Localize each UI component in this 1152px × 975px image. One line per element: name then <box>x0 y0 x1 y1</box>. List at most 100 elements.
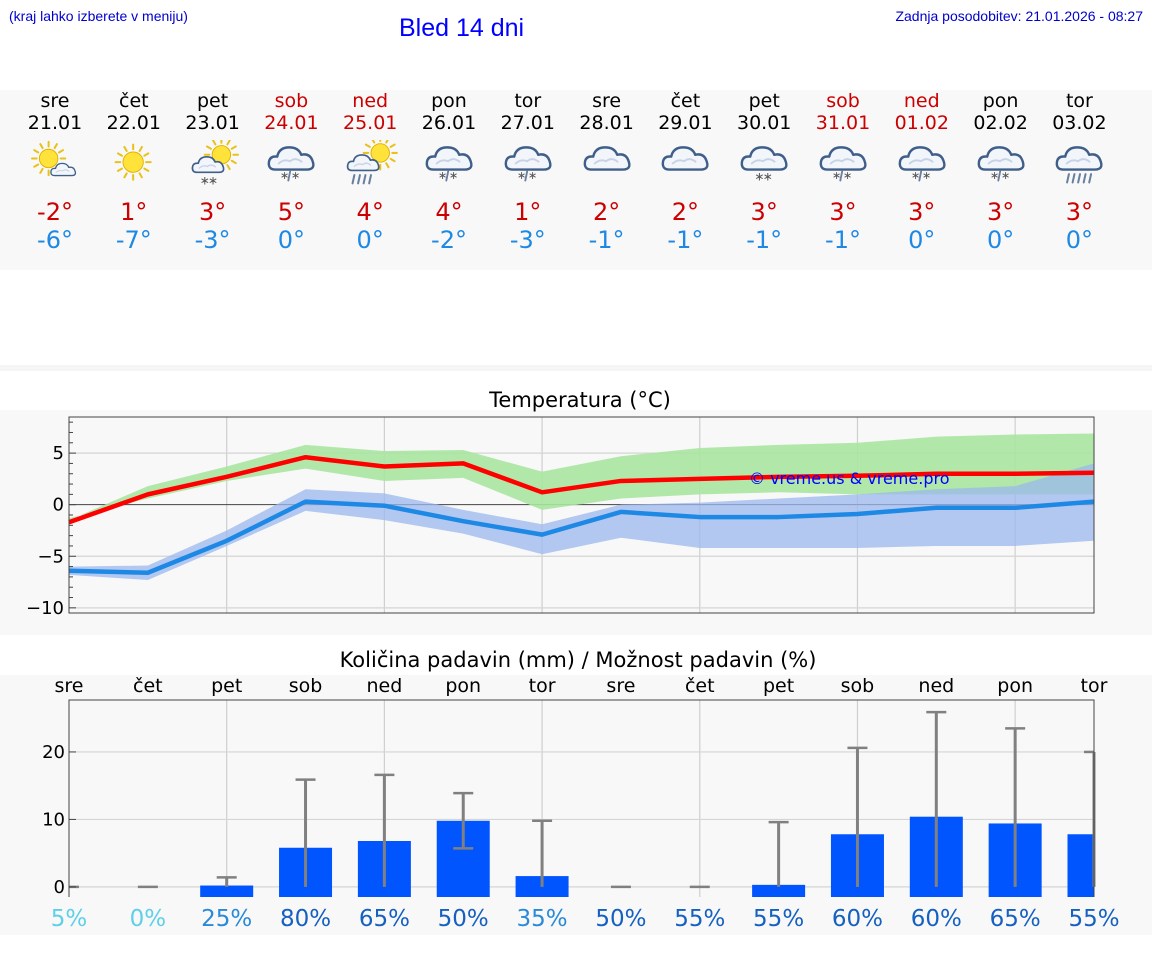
y-tick-label: 5 <box>53 443 64 464</box>
max-temperature: 3° <box>750 198 778 226</box>
max-temperature: 3° <box>829 198 857 226</box>
day-date: 27.01 <box>500 112 555 134</box>
cloud-sleet-icon: ∗ ∗ <box>977 146 1025 182</box>
max-temperature: -2° <box>37 198 73 226</box>
max-temperature: 3° <box>1065 198 1094 226</box>
min-temperature: -6° <box>37 226 73 254</box>
day-name: sob <box>826 90 860 112</box>
temperature-chart: 5 0 −5 −10 © vreme.us & vreme.pro <box>26 416 1095 619</box>
day-name: sre <box>592 90 622 112</box>
precipitation-probability: 55% <box>674 906 725 932</box>
day-date: 01.02 <box>894 112 949 134</box>
category-label: čet <box>133 675 163 697</box>
day-column: pon 02.02 3° 0° ∗ ∗ <box>962 90 1040 260</box>
y-tick-label: −5 <box>37 546 64 567</box>
min-temperature-line <box>68 499 1095 576</box>
precipitation-bar <box>752 884 806 897</box>
min-temperature: 0° <box>1065 226 1094 254</box>
day-name: sre <box>40 90 70 112</box>
min-temperature: -2° <box>431 226 467 254</box>
day-name: pet <box>196 90 229 112</box>
day-date: 30.01 <box>736 112 792 134</box>
category-label: pet <box>211 675 242 697</box>
day-column: ned 01.02 3° 0° ∗ ∗ <box>883 90 961 260</box>
day-name: tor <box>514 90 542 112</box>
min-temperature: -1° <box>588 226 625 254</box>
category-label: pet <box>763 675 794 697</box>
category-label: sob <box>289 675 323 697</box>
day-name: pet <box>748 90 780 112</box>
max-temperature: 4° <box>356 198 384 226</box>
max-temperature: 2° <box>592 198 621 226</box>
day-date: 28.01 <box>579 112 634 134</box>
y-tick-label: −10 <box>26 598 64 619</box>
precipitation-probability: 55% <box>1068 906 1119 932</box>
temperature-chart-title: Temperatura (°C) <box>489 388 671 412</box>
min-temperature: 0° <box>908 226 936 254</box>
day-date: 26.01 <box>421 112 477 134</box>
category-label: sob <box>841 675 875 697</box>
sun-cloud-icon <box>30 140 77 177</box>
min-temperature: 0° <box>277 226 306 254</box>
y-tick-label: 20 <box>42 742 65 763</box>
day-column: pon 26.01 4° -2° ∗ ∗ <box>410 90 488 260</box>
min-temperature: -7° <box>115 226 152 254</box>
max-temperature: 1° <box>120 198 148 226</box>
min-temperature: -1° <box>667 226 704 254</box>
y-tick-label: 0 <box>53 495 64 516</box>
sun-cloud-snow-icon: ∗∗ <box>191 140 239 187</box>
precipitation-probability: 60% <box>911 906 962 932</box>
min-temperature: -3° <box>194 226 231 254</box>
day-name: čet <box>670 90 701 112</box>
precipitation-bar <box>200 885 254 897</box>
max-temperature: 5° <box>277 198 306 226</box>
category-label: pon <box>997 675 1033 697</box>
cloud-snow-icon: ∗∗ <box>740 146 788 184</box>
svg-text:∗: ∗ <box>755 170 765 184</box>
day-name: ned <box>903 90 940 112</box>
day-name: čet <box>119 90 149 112</box>
y-tick-label: 10 <box>42 809 65 830</box>
precipitation-probability: 25% <box>201 906 252 932</box>
cloud-rain-icon <box>1056 146 1103 184</box>
max-temperature: 3° <box>198 198 227 226</box>
svg-text:∗: ∗ <box>199 173 209 187</box>
max-temperature: 3° <box>908 198 936 226</box>
sun-icon <box>114 143 152 181</box>
separator <box>0 365 1152 371</box>
category-label: pon <box>445 675 481 697</box>
last-updated: Zadnja posodobitev: 21.01.2026 - 08:27 <box>895 8 1143 24</box>
precipitation-chart: sre čet pet sob ned pon tor sre čet pet sob ned pon t… <box>42 675 1119 932</box>
precipitation-probability: 5% <box>51 906 88 932</box>
svg-text:∗: ∗ <box>517 169 526 182</box>
min-temperature: -3° <box>509 226 546 254</box>
cloud-icon <box>583 146 631 171</box>
svg-text:∗: ∗ <box>832 169 841 182</box>
day-date: 31.01 <box>815 112 871 134</box>
svg-text:∗: ∗ <box>990 169 999 182</box>
svg-text:∗: ∗ <box>280 169 289 182</box>
cloud-sleet-icon: ∗ ∗ <box>268 146 315 182</box>
max-temperature-line <box>68 454 1095 525</box>
day-date: 03.02 <box>1052 112 1107 134</box>
page-title: Bled 14 dni <box>399 14 525 42</box>
min-temperature: -1° <box>825 226 861 254</box>
day-date: 25.01 <box>342 112 398 134</box>
svg-text:∗: ∗ <box>528 169 537 182</box>
precipitation-probability: 35% <box>517 906 568 932</box>
min-temperature: -1° <box>746 226 783 254</box>
precipitation-probability: 80% <box>280 906 331 932</box>
category-label: sre <box>606 675 635 697</box>
day-column: sre 21.01 -2° -6° <box>16 90 94 260</box>
day-date: 21.01 <box>27 112 83 134</box>
svg-text:∗: ∗ <box>911 169 920 182</box>
svg-text:∗: ∗ <box>763 170 773 184</box>
svg-text:∗: ∗ <box>438 169 447 182</box>
day-date: 24.01 <box>264 112 319 134</box>
svg-text:∗: ∗ <box>1001 169 1010 182</box>
precipitation-chart-title: Količina padavin (mm) / Možnost padavin … <box>339 648 817 672</box>
precipitation-probability: 0% <box>130 906 167 932</box>
day-name: ned <box>352 90 389 112</box>
location-hint: (kraj lahko izberete v meniju) <box>9 8 188 24</box>
day-column: čet 22.01 1° -7° <box>95 90 173 260</box>
